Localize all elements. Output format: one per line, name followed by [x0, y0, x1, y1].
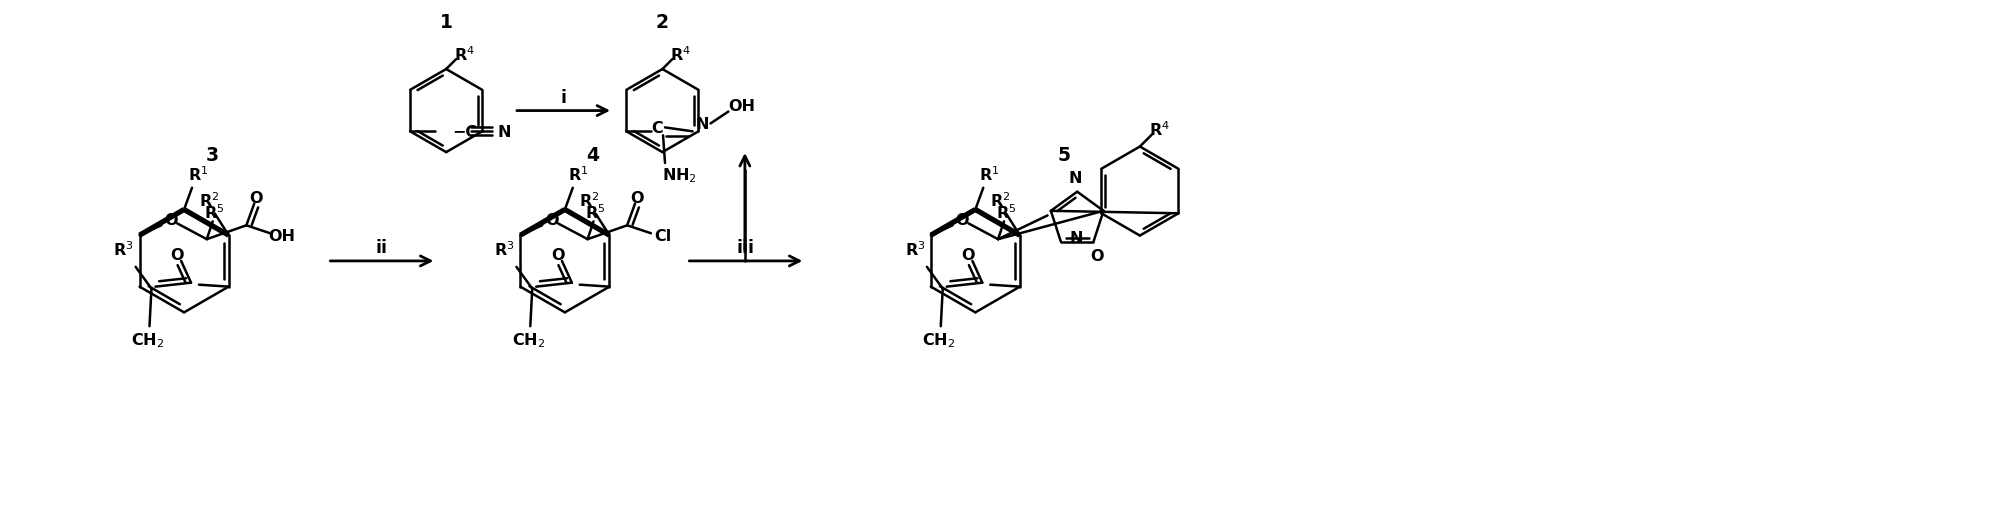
Text: R$^4$: R$^4$ — [453, 45, 473, 64]
Text: 5: 5 — [1057, 145, 1069, 164]
Text: O: O — [165, 212, 177, 228]
Text: 3: 3 — [205, 145, 218, 164]
Text: C: C — [651, 121, 663, 135]
Text: 2: 2 — [657, 13, 669, 32]
Text: O: O — [552, 248, 564, 263]
Text: R$^1$: R$^1$ — [979, 165, 999, 184]
Text: N: N — [1069, 231, 1084, 246]
Text: R$^5$: R$^5$ — [995, 203, 1015, 221]
Text: R$^5$: R$^5$ — [203, 203, 226, 221]
Text: N: N — [1067, 171, 1082, 186]
Text: R$^1$: R$^1$ — [187, 165, 207, 184]
Text: Cl: Cl — [655, 228, 671, 243]
Text: R$^3$: R$^3$ — [904, 240, 924, 259]
Text: R$^1$: R$^1$ — [568, 165, 588, 184]
Text: O: O — [961, 248, 975, 263]
Text: R$^2$: R$^2$ — [580, 191, 600, 210]
Text: R$^2$: R$^2$ — [199, 191, 220, 210]
Text: iii: iii — [737, 239, 755, 257]
Text: O: O — [546, 212, 558, 228]
Text: CH$_2$: CH$_2$ — [131, 331, 163, 350]
Text: O: O — [1090, 248, 1104, 264]
Text: OH: OH — [268, 228, 296, 243]
Text: i: i — [560, 89, 566, 106]
Text: R$^4$: R$^4$ — [669, 45, 691, 64]
Text: R$^4$: R$^4$ — [1148, 120, 1170, 139]
Text: O: O — [630, 191, 644, 206]
Text: 4: 4 — [586, 145, 598, 164]
Text: CH$_2$: CH$_2$ — [922, 331, 955, 350]
Text: R$^3$: R$^3$ — [113, 240, 135, 259]
Text: −C: −C — [453, 125, 477, 139]
Text: OH: OH — [729, 99, 755, 114]
Text: R$^2$: R$^2$ — [989, 191, 1009, 210]
Text: N: N — [497, 125, 512, 139]
Text: R$^3$: R$^3$ — [493, 240, 516, 259]
Text: ii: ii — [377, 239, 389, 257]
Text: NH$_2$: NH$_2$ — [661, 166, 695, 185]
Text: N: N — [695, 117, 709, 132]
Text: R$^5$: R$^5$ — [584, 203, 606, 221]
Text: O: O — [171, 248, 183, 263]
Text: CH$_2$: CH$_2$ — [512, 331, 544, 350]
Text: O: O — [955, 212, 969, 228]
Text: O: O — [250, 191, 264, 206]
Text: 1: 1 — [439, 13, 453, 32]
